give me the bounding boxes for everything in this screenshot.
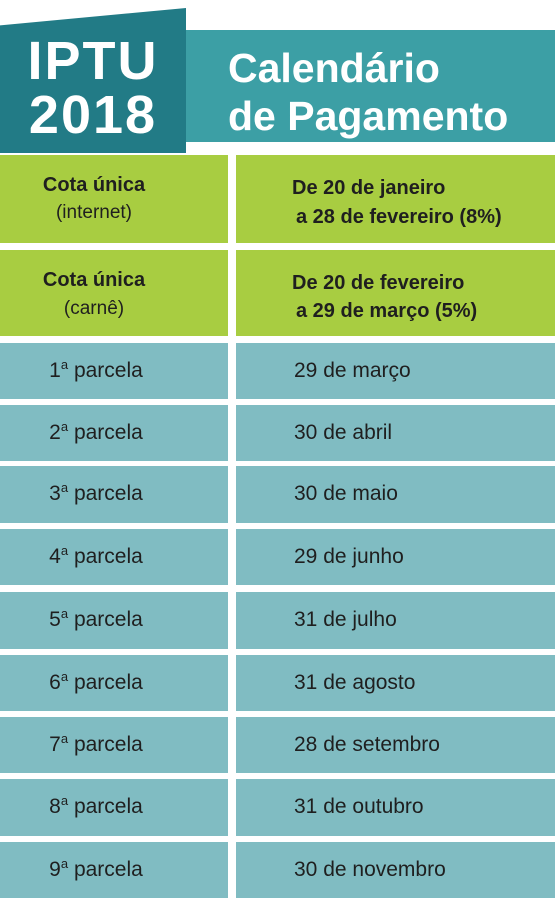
cota-date-line1: De 20 de janeiro [292, 177, 446, 199]
parcela-row: 1a parcela 29 de março [0, 343, 555, 399]
parcela-label-cell: 5a parcela [0, 592, 228, 649]
ordinal-suffix: a [60, 357, 69, 372]
parcela-word: parcela [73, 608, 143, 631]
parcela-word: parcela [73, 359, 143, 382]
parcela-number: 1 [49, 359, 61, 382]
ordinal-suffix: a [60, 543, 69, 558]
cota-date-line2: a 29 de março (5%) [296, 300, 478, 322]
parcela-label-cell: 3a parcela [0, 466, 228, 523]
cota-channel: (carnê) [63, 298, 125, 319]
parcela-label: 8a parcela [0, 779, 192, 835]
badge-iptu-text: IPTU [27, 31, 159, 91]
cota-label-cell: Cota única (carnê) [0, 250, 228, 336]
parcela-due-date: 30 de maio [294, 482, 398, 505]
parcela-date-cell: 31 de outubro [236, 779, 555, 836]
parcela-date-cell: 30 de abril [236, 405, 555, 461]
parcela-row: 5a parcela 31 de julho [0, 592, 555, 649]
parcela-number: 5 [49, 608, 61, 631]
cota-label: Cota única [42, 269, 146, 291]
parcela-date-cell: 31 de julho [236, 592, 555, 649]
parcela-row: 6a parcela 31 de agosto [0, 655, 555, 711]
parcela-word: parcela [73, 421, 143, 444]
parcela-label: 5a parcela [0, 592, 192, 648]
parcela-row: 4a parcela 29 de junho [0, 529, 555, 585]
parcela-word: parcela [73, 858, 143, 881]
parcela-word: parcela [73, 795, 143, 818]
parcela-number: 9 [49, 858, 61, 881]
parcela-due-date: 29 de junho [294, 545, 404, 568]
parcela-date-cell: 28 de setembro [236, 717, 555, 773]
parcela-label-cell: 6a parcela [0, 655, 228, 711]
parcela-label-cell: 4a parcela [0, 529, 228, 585]
parcela-word: parcela [73, 545, 143, 568]
parcela-due-date: 29 de março [294, 359, 411, 382]
parcela-due-date: 28 de setembro [294, 733, 440, 756]
parcela-label-cell: 1a parcela [0, 343, 228, 399]
cota-unica-carne-row: Cota única (carnê) De 20 de fevereiro a … [0, 250, 555, 336]
cota-label: Cota única [42, 174, 146, 196]
page-title-line1: Calendário [228, 45, 440, 91]
parcela-row: 7a parcela 28 de setembro [0, 717, 555, 773]
parcela-label: 9a parcela [0, 842, 192, 898]
header: IPTU 2018 Calendário de Pagamento [0, 0, 555, 153]
ordinal-suffix: a [60, 793, 69, 808]
parcela-number: 8 [49, 795, 61, 818]
parcela-number: 3 [49, 482, 61, 505]
parcela-label-cell: 8a parcela [0, 779, 228, 836]
cota-date-cell: De 20 de janeiro a 28 de fevereiro (8%) [236, 155, 555, 243]
badge-year-text: 2018 [28, 85, 158, 145]
parcela-label: 3a parcela [0, 466, 192, 522]
parcela-due-date: 31 de julho [294, 608, 397, 631]
parcela-label-cell: 7a parcela [0, 717, 228, 773]
cota-date-line1: De 20 de fevereiro [292, 272, 465, 294]
parcela-label: 7a parcela [0, 717, 192, 773]
parcela-word: parcela [73, 482, 143, 505]
parcela-label: 6a parcela [0, 655, 192, 711]
parcela-due-date: 31 de outubro [294, 795, 424, 818]
cota-channel: (internet) [55, 202, 133, 223]
parcela-label-cell: 2a parcela [0, 405, 228, 461]
cota-date-cell: De 20 de fevereiro a 29 de março (5%) [236, 250, 555, 336]
parcela-due-date: 31 de agosto [294, 671, 416, 694]
ordinal-suffix: a [60, 669, 69, 684]
parcela-number: 6 [49, 671, 61, 694]
parcela-row: 8a parcela 31 de outubro [0, 779, 555, 836]
parcela-row: 3a parcela 30 de maio [0, 466, 555, 523]
parcela-date-cell: 30 de maio [236, 466, 555, 523]
ordinal-suffix: a [60, 731, 69, 746]
cota-unica-internet-row: Cota única (internet) De 20 de janeiro a… [0, 155, 555, 243]
iptu-badge [0, 8, 186, 153]
page-title-line2: de Pagamento [228, 93, 509, 139]
parcela-date-cell: 29 de março [236, 343, 555, 399]
parcela-due-date: 30 de abril [294, 421, 393, 444]
cota-date-line2: a 28 de fevereiro (8%) [296, 206, 502, 228]
parcela-date-cell: 30 de novembro [236, 842, 555, 898]
parcela-word: parcela [73, 733, 143, 756]
parcela-date-cell: 31 de agosto [236, 655, 555, 711]
ordinal-suffix: a [60, 856, 69, 871]
parcela-due-date: 30 de novembro [294, 858, 446, 881]
parcela-date-cell: 29 de junho [236, 529, 555, 585]
parcela-number: 4 [49, 545, 61, 568]
cota-label-cell: Cota única (internet) [0, 155, 228, 243]
parcela-label-cell: 9a parcela [0, 842, 228, 898]
parcela-label: 2a parcela [0, 405, 192, 461]
parcela-word: parcela [73, 671, 143, 694]
ordinal-suffix: a [60, 606, 69, 621]
parcela-row: 2a parcela 30 de abril [0, 405, 555, 461]
parcela-label: 4a parcela [0, 529, 192, 585]
ordinal-suffix: a [60, 480, 69, 495]
parcela-row: 9a parcela 30 de novembro [0, 842, 555, 898]
parcela-label: 1a parcela [0, 343, 192, 399]
parcela-number: 2 [49, 421, 61, 444]
ordinal-suffix: a [60, 419, 69, 434]
parcela-number: 7 [49, 733, 61, 756]
